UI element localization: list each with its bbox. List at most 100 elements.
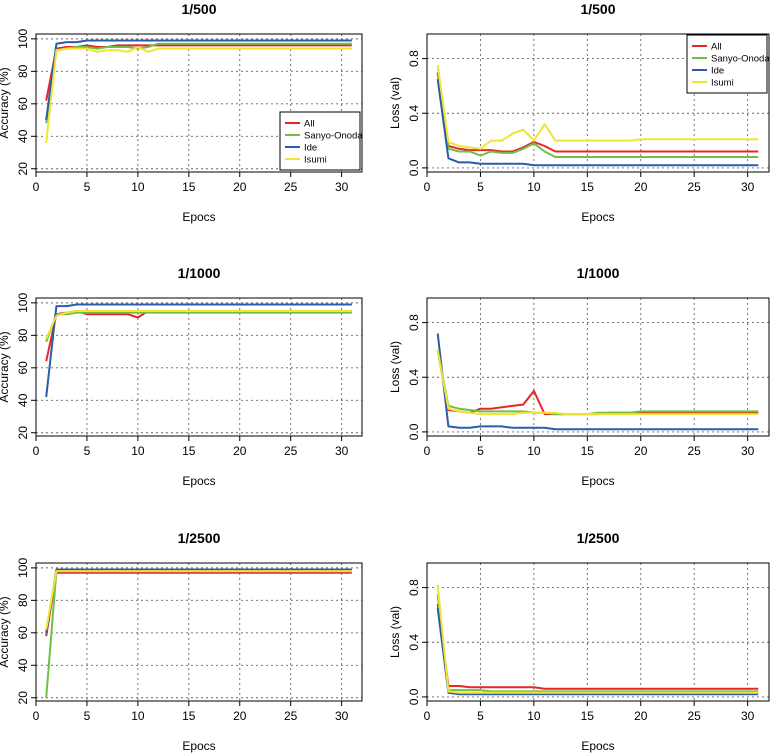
y-tick-label: 100 [16, 293, 30, 313]
plot-frame [35, 33, 363, 173]
legend-label: Sanyo-Onoda [304, 131, 363, 142]
x-tick-label: 5 [477, 444, 484, 458]
y-tick-label: 20 [16, 691, 30, 705]
y-tick-label: 80 [16, 64, 30, 78]
series-line-ide [436, 333, 759, 431]
y-tick-label: 0.4 [407, 105, 421, 122]
y-tick-label: 0.8 [407, 579, 421, 596]
y-tick-label: 20 [16, 426, 30, 440]
y-tick-label: 60 [16, 626, 30, 640]
chart-title: 1/1000 [178, 265, 221, 281]
x-tick-label: 30 [335, 709, 349, 723]
series-line-isumi [436, 349, 759, 416]
series-line-isumi [436, 584, 759, 694]
x-tick-label: 30 [335, 444, 349, 458]
series-line-ide [45, 303, 352, 398]
series-line-isumi [45, 570, 352, 630]
series-line-sanyo-onoda [45, 570, 352, 698]
x-tick-label: 15 [182, 180, 196, 194]
y-axis-label: Loss (val) [388, 77, 402, 129]
y-tick-label: 40 [16, 129, 30, 143]
x-tick-label: 5 [84, 444, 91, 458]
y-axis-label: Loss (val) [388, 606, 402, 658]
series-line-isumi [45, 310, 352, 340]
x-tick-label: 25 [284, 180, 298, 194]
series-line-isumi [45, 46, 352, 143]
y-axis-label: Accuracy (%) [0, 67, 11, 138]
legend-label: Isumi [711, 78, 734, 89]
x-tick-label: 15 [581, 709, 595, 723]
x-tick-label: 20 [634, 180, 648, 194]
y-tick-label: 0.0 [407, 159, 421, 176]
x-tick-label: 20 [233, 709, 247, 723]
x-tick-label: 20 [233, 444, 247, 458]
x-tick-label: 30 [741, 444, 755, 458]
series-line-sanyo-onoda [436, 65, 759, 158]
y-axis-label: Accuracy (%) [0, 331, 11, 402]
chart-panel-3: 1/1000 0 5 10 15 20 25 30 20 40 60 80 100 Epocs Accura… [0, 265, 363, 488]
x-tick-label: 10 [527, 444, 541, 458]
series-line-sanyo-onoda [436, 594, 759, 693]
y-tick-label: 0.4 [407, 634, 421, 651]
y-tick-label: 60 [16, 97, 30, 111]
x-axis-label: Epocs [182, 739, 215, 753]
y-tick-label: 80 [16, 328, 30, 342]
x-tick-label: 15 [182, 444, 196, 458]
y-tick-label: 40 [16, 658, 30, 672]
x-tick-label: 10 [527, 180, 541, 194]
x-tick-label: 5 [477, 180, 484, 194]
x-axis-label: Epocs [182, 474, 215, 488]
x-axis-label: Epocs [581, 210, 614, 224]
x-tick-label: 10 [527, 709, 541, 723]
legend-label: All [711, 42, 722, 53]
x-tick-label: 0 [424, 444, 431, 458]
chart-title: 1/500 [181, 1, 216, 17]
legend-box [279, 111, 361, 171]
series-line-ide [45, 39, 352, 121]
plot-frame [426, 562, 770, 702]
y-tick-label: 0.0 [407, 688, 421, 705]
legend-box [686, 34, 768, 94]
series-line-all [45, 310, 352, 362]
chart-panel-6: 1/2500 0 5 10 15 20 25 30 0.0 0.4 0.8 Epocs Loss (va… [388, 530, 770, 753]
chart-panel-1: 1/500 0 5 10 15 20 25 30 20 40 60 80 100 Epocs Accurac… [0, 1, 363, 224]
chart-panel-2: 1/500 0 5 10 15 20 25 30 0.0 0.4 0.8 Epocs Loss (val… [388, 1, 770, 224]
series-line-all [45, 571, 352, 637]
chart-title: 1/2500 [178, 530, 221, 546]
x-tick-label: 0 [33, 180, 40, 194]
series-line-ide [436, 607, 759, 696]
series-line-all [436, 603, 759, 690]
chart-title: 1/1000 [577, 265, 620, 281]
series-line-ide [45, 568, 352, 633]
series-line-ide [436, 78, 759, 167]
legend-label: Isumi [304, 155, 327, 166]
y-tick-label: 40 [16, 393, 30, 407]
plot-frame [35, 562, 363, 702]
x-tick-label: 30 [741, 180, 755, 194]
y-tick-label: 100 [16, 29, 30, 49]
x-tick-label: 15 [581, 180, 595, 194]
chart-panel-5: 1/2500 0 5 10 15 20 25 30 20 40 60 80 100 Epocs Accura… [0, 530, 363, 753]
x-tick-label: 25 [688, 444, 702, 458]
x-axis-label: Epocs [581, 739, 614, 753]
chart-title: 1/500 [580, 1, 615, 17]
x-tick-label: 30 [335, 180, 349, 194]
legend-label: Sanyo-Onoda [711, 54, 770, 65]
x-tick-label: 0 [33, 709, 40, 723]
x-tick-label: 0 [33, 444, 40, 458]
y-axis-label: Accuracy (%) [0, 596, 11, 667]
series-line-all [436, 72, 759, 153]
x-tick-label: 0 [424, 180, 431, 194]
series-line-sanyo-onoda [45, 42, 352, 124]
x-axis-label: Epocs [182, 210, 215, 224]
x-tick-label: 15 [581, 444, 595, 458]
plot-frame [35, 297, 363, 437]
y-tick-label: 100 [16, 558, 30, 578]
x-tick-label: 0 [424, 709, 431, 723]
legend-label: Ide [711, 66, 724, 77]
series-line-all [45, 44, 352, 101]
x-tick-label: 10 [131, 709, 145, 723]
x-tick-label: 25 [688, 709, 702, 723]
